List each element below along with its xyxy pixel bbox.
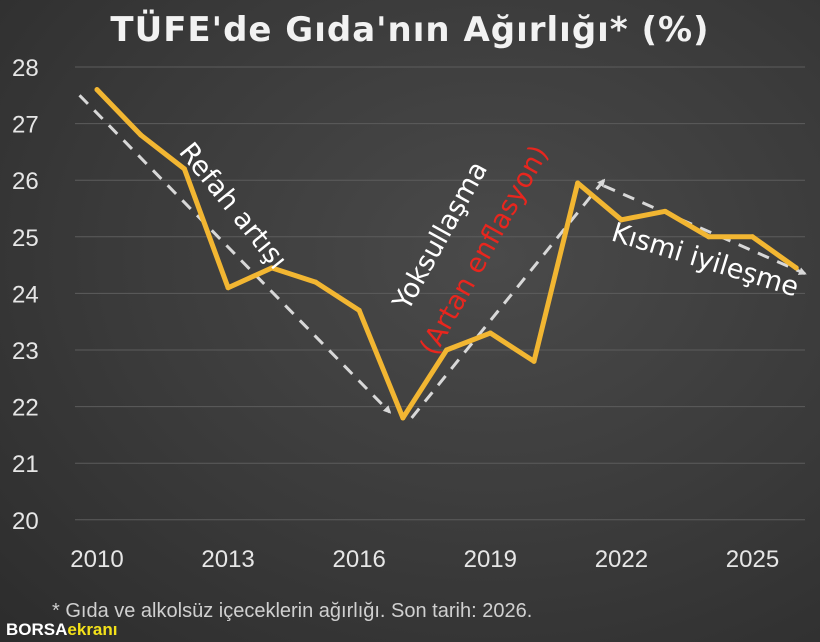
- data-point: [225, 285, 231, 291]
- y-tick-label: 22: [12, 395, 39, 422]
- trend-arrow: [78, 94, 392, 414]
- data-point: [313, 279, 318, 285]
- data-point: [444, 347, 450, 353]
- data-point: [531, 358, 537, 364]
- trend-arrow: [410, 178, 606, 419]
- data-point: [750, 234, 755, 240]
- x-tick-label: 2013: [201, 546, 254, 573]
- y-tick-label: 27: [12, 112, 39, 139]
- y-tick-label: 20: [12, 508, 39, 535]
- y-tick-label: 23: [12, 338, 39, 365]
- data-point: [618, 217, 624, 223]
- logo: BORSAekranı: [6, 620, 118, 640]
- data-point: [706, 234, 712, 240]
- trend-arrow: [603, 184, 807, 275]
- data-point: [269, 265, 275, 271]
- data-point: [138, 132, 144, 138]
- data-point: [575, 180, 581, 186]
- x-tick-label: 2016: [333, 546, 386, 573]
- logo-part2: ekranı: [67, 620, 118, 639]
- x-tick-label: 2025: [726, 546, 779, 573]
- data-point: [181, 166, 187, 172]
- footnote: * Gıda ve alkolsüz içeceklerin ağırlığı.…: [52, 600, 533, 622]
- data-point: [94, 87, 100, 93]
- data-point: [400, 415, 406, 421]
- chart-title: TÜFE'de Gıda'nın Ağırlığı* (%): [110, 10, 710, 50]
- data-point: [356, 307, 362, 313]
- y-tick-label: 24: [12, 281, 39, 308]
- y-tick-label: 21: [12, 451, 39, 478]
- data-point: [487, 330, 493, 336]
- y-tick-label: 28: [12, 55, 39, 82]
- data-point: [662, 208, 668, 214]
- data-point: [793, 265, 799, 271]
- y-tick-label: 25: [12, 225, 39, 252]
- x-tick-label: 2022: [595, 546, 648, 573]
- x-tick-label: 2010: [70, 546, 123, 573]
- logo-part1: BORSA: [6, 620, 68, 639]
- x-tick-label: 2019: [464, 546, 517, 573]
- annotation-label: Refah artışı: [173, 137, 294, 276]
- y-tick-label: 26: [12, 168, 39, 195]
